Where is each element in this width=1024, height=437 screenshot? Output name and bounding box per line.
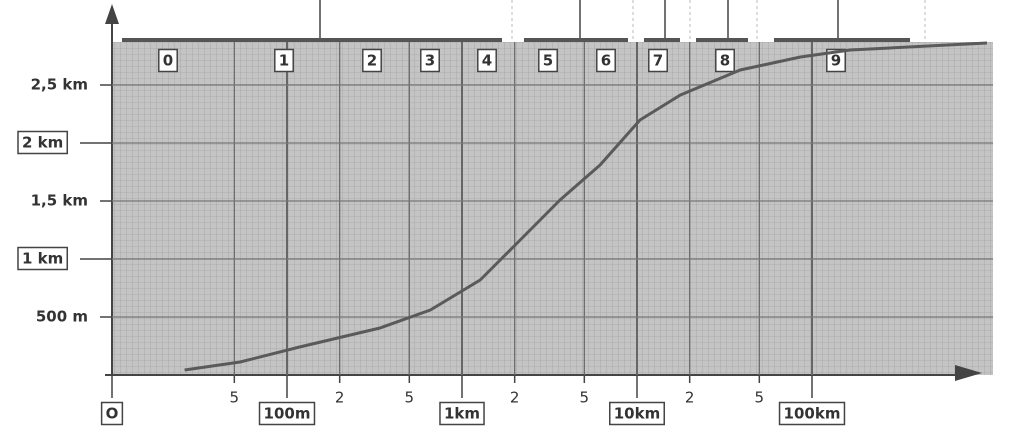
x-tick-box bbox=[100, 401, 124, 426]
zone-label: 1 bbox=[279, 52, 289, 70]
x-tick-label: 5 bbox=[755, 389, 765, 407]
zone-box bbox=[715, 48, 735, 73]
x-tick-label: 2 bbox=[510, 389, 520, 407]
zone-label: 6 bbox=[601, 52, 611, 70]
x-axis-arrow bbox=[955, 365, 982, 381]
zone-label: 0 bbox=[163, 52, 173, 70]
zone-box bbox=[362, 48, 382, 73]
zone-label: 8 bbox=[720, 52, 730, 70]
x-tick-box bbox=[258, 401, 316, 426]
zone-box bbox=[477, 48, 497, 73]
x-tick-label: 5 bbox=[580, 389, 590, 407]
curve bbox=[184, 41, 988, 372]
y-tick-label: 500 m bbox=[36, 308, 88, 326]
x-tick-label: 2 bbox=[685, 389, 695, 407]
x-tick-label: 5 bbox=[230, 389, 240, 407]
zone-label: 4 bbox=[482, 52, 492, 70]
x-tick-label: 2 bbox=[335, 389, 345, 407]
zone-box bbox=[648, 48, 668, 73]
y-tick-label: 1 km bbox=[22, 250, 63, 268]
x-tick-label: 100km bbox=[784, 405, 841, 423]
zone-box bbox=[826, 48, 846, 73]
zone-box bbox=[538, 48, 558, 73]
zone-label: 2 bbox=[367, 52, 377, 70]
zone-box bbox=[596, 48, 616, 73]
x-tick-label: 10km bbox=[614, 405, 660, 423]
y-axis-arrow bbox=[105, 4, 119, 24]
x-tick-box bbox=[778, 401, 846, 426]
y-tick-label: 1,5 km bbox=[31, 192, 88, 210]
x-tick-label: O bbox=[106, 405, 119, 423]
y-tick-label: 2 km bbox=[22, 134, 63, 152]
zone-box bbox=[158, 48, 178, 73]
zone-label: 3 bbox=[425, 52, 435, 70]
zone-box bbox=[420, 48, 440, 73]
zone-label: 7 bbox=[653, 52, 663, 70]
x-tick-label: 100m bbox=[264, 405, 311, 423]
x-tick-label: 1km bbox=[444, 405, 480, 423]
y-tick-box bbox=[17, 130, 69, 155]
x-tick-box bbox=[609, 401, 665, 426]
zone-dividers bbox=[511, 0, 926, 40]
zone-label: 5 bbox=[543, 52, 553, 70]
y-tick-box bbox=[17, 246, 69, 271]
x-tick-label: 5 bbox=[405, 389, 415, 407]
zone-box bbox=[274, 48, 294, 73]
x-tick-box bbox=[439, 401, 485, 426]
y-tick-label: 2,5 km bbox=[31, 76, 88, 94]
zone-connectors bbox=[319, 0, 839, 40]
zone-label: 9 bbox=[831, 52, 841, 70]
